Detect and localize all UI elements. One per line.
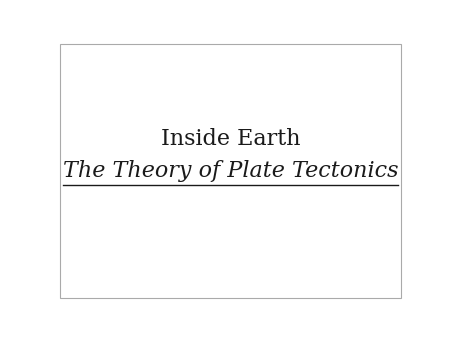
Text: Inside Earth: Inside Earth <box>161 128 301 150</box>
Text: The Theory of Plate Tectonics: The Theory of Plate Tectonics <box>63 160 398 182</box>
